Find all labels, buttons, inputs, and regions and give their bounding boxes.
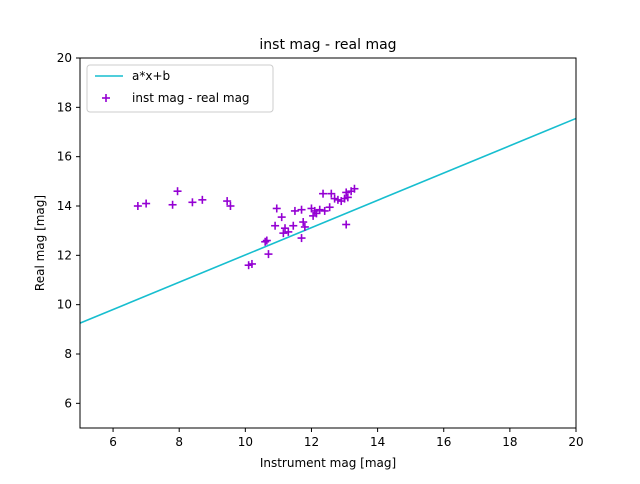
- points-layer: [133, 184, 359, 270]
- data-point: [289, 221, 298, 230]
- x-tick-label: 6: [109, 435, 117, 449]
- data-point: [142, 199, 151, 208]
- chart-title: inst mag - real mag: [259, 37, 396, 53]
- data-point: [342, 188, 351, 197]
- legend-box: [86, 64, 274, 113]
- x-tick-label: 16: [436, 435, 451, 449]
- data-point: [297, 205, 306, 214]
- data-point: [188, 198, 197, 207]
- data-point: [277, 213, 286, 222]
- data-point: [342, 220, 351, 229]
- data-point: [319, 189, 328, 198]
- data-point: [264, 250, 273, 259]
- y-axis-label: Real mag [mag]: [33, 195, 47, 291]
- data-point: [247, 259, 256, 268]
- data-point: [299, 218, 308, 227]
- data-point: [271, 221, 280, 230]
- y-tick-label: 16: [57, 150, 72, 164]
- data-point: [350, 184, 359, 193]
- data-point: [133, 202, 142, 210]
- x-tick-label: 18: [502, 435, 517, 449]
- x-axis: 6 8 10 12 14 16 18 20: [109, 428, 584, 449]
- x-tick-label: 8: [175, 435, 183, 449]
- y-tick-label: 20: [57, 51, 72, 65]
- data-point: [223, 197, 232, 206]
- data-point: [198, 195, 207, 204]
- legend-label-fit: a*x+b: [132, 69, 170, 83]
- data-point: [168, 200, 177, 209]
- data-point: [290, 206, 299, 215]
- legend-label-points: inst mag - real mag: [132, 91, 250, 105]
- axes-frame: [79, 57, 577, 429]
- data-point: [320, 206, 329, 215]
- data-point: [262, 236, 271, 245]
- data-point: [297, 234, 306, 243]
- data-point: [261, 237, 270, 246]
- x-tick-label: 12: [304, 435, 319, 449]
- data-point: [327, 189, 336, 198]
- y-tick-label: 8: [64, 347, 72, 361]
- data-point: [272, 204, 281, 213]
- y-tick-label: 12: [57, 248, 72, 262]
- y-tick-label: 6: [64, 396, 72, 410]
- data-point: [315, 205, 324, 214]
- legend-plus-marker: [102, 94, 110, 102]
- data-point: [300, 222, 309, 231]
- data-point: [284, 227, 293, 236]
- data-point: [343, 193, 352, 202]
- data-point: [325, 203, 334, 212]
- fit-line: [79, 117, 577, 324]
- data-point: [279, 229, 288, 238]
- x-tick-label: 10: [238, 435, 253, 449]
- y-tick-label: 14: [57, 199, 72, 213]
- x-axis-label: Instrument mag [mag]: [260, 456, 396, 470]
- x-tick-label: 14: [370, 435, 385, 449]
- plot-area: [79, 117, 577, 324]
- data-point: [173, 187, 182, 196]
- legend-marker-swatch: [102, 94, 110, 102]
- fit-line-layer: [79, 117, 577, 324]
- legend: a*x+b inst mag - real mag: [86, 64, 274, 113]
- y-tick-label: 10: [57, 298, 72, 312]
- y-tick-label: 18: [57, 100, 72, 114]
- y-axis: 6 8 10 12 14 16 18 20: [57, 51, 80, 410]
- x-tick-label: 20: [568, 435, 583, 449]
- data-point: [226, 202, 235, 210]
